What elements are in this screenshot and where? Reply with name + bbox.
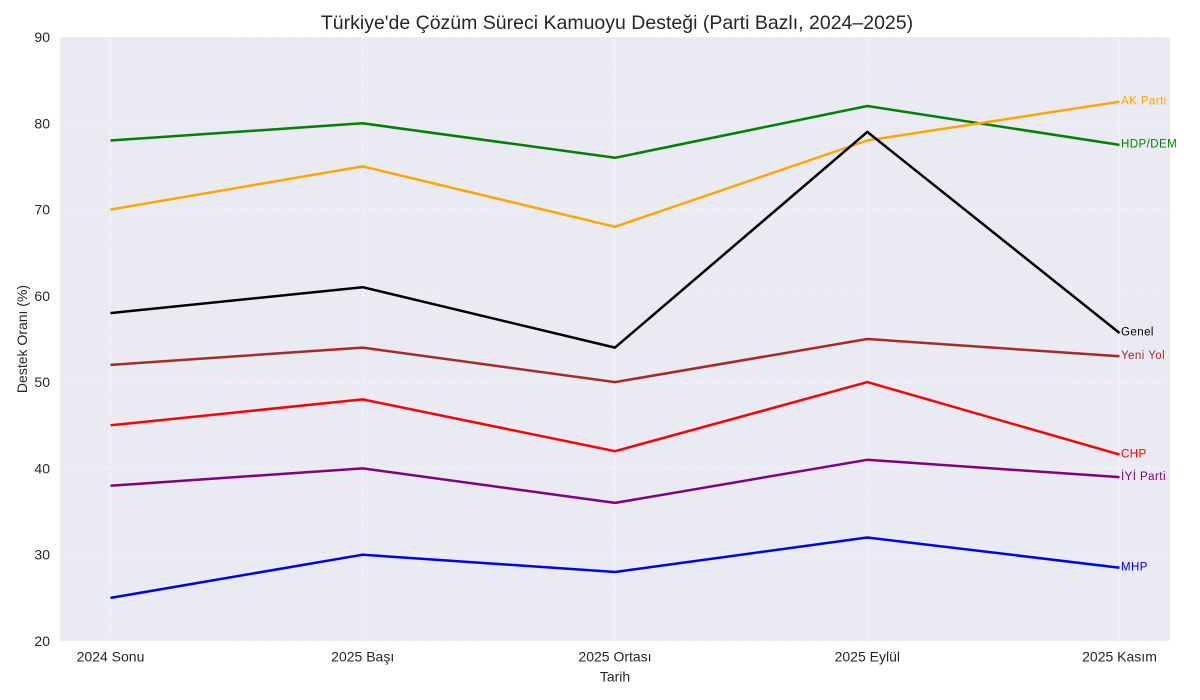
svg-text:80: 80 bbox=[34, 115, 50, 131]
svg-text:90: 90 bbox=[34, 29, 50, 45]
svg-text:20: 20 bbox=[34, 633, 50, 649]
svg-text:MHP: MHP bbox=[1121, 561, 1148, 573]
svg-text:HDP/DEM: HDP/DEM bbox=[1121, 139, 1177, 151]
svg-text:Tarih: Tarih bbox=[600, 668, 630, 684]
svg-text:Türkiye'de Çözüm Süreci Kamuoy: Türkiye'de Çözüm Süreci Kamuoyu Desteği … bbox=[321, 12, 913, 34]
svg-text:Destek Oranı (%): Destek Oranı (%) bbox=[14, 285, 30, 393]
svg-text:2024 Sonu: 2024 Sonu bbox=[77, 649, 145, 665]
svg-text:40: 40 bbox=[34, 460, 50, 476]
svg-text:2025 Başı: 2025 Başı bbox=[331, 649, 394, 665]
svg-text:Yeni Yol: Yeni Yol bbox=[1121, 350, 1165, 362]
svg-text:AK Parti: AK Parti bbox=[1121, 96, 1167, 108]
svg-text:2025 Eylül: 2025 Eylül bbox=[835, 649, 900, 665]
svg-text:CHP: CHP bbox=[1121, 448, 1147, 460]
svg-text:70: 70 bbox=[34, 202, 50, 218]
svg-text:2025 Kasım: 2025 Kasım bbox=[1082, 649, 1157, 665]
svg-text:60: 60 bbox=[34, 288, 50, 304]
svg-text:30: 30 bbox=[34, 547, 50, 563]
svg-text:İYİ Parti: İYİ Parti bbox=[1121, 470, 1166, 483]
svg-text:Genel: Genel bbox=[1121, 327, 1154, 339]
svg-text:50: 50 bbox=[34, 374, 50, 390]
svg-text:2025 Ortası: 2025 Ortası bbox=[578, 649, 651, 665]
